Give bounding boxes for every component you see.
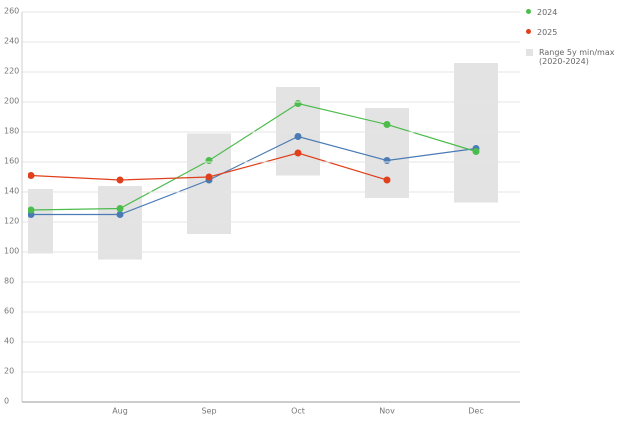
point	[383, 121, 391, 128]
point	[294, 133, 302, 140]
y-tick-label: 200	[4, 97, 19, 106]
legend-item[interactable]: Range 5y min/max (2020-2024)	[524, 48, 624, 66]
y-tick-label: 0	[4, 397, 9, 406]
legend-label: Range 5y min/max (2020-2024)	[539, 48, 615, 66]
legend-swatch	[526, 9, 531, 14]
point	[116, 211, 124, 218]
y-tick-label: 220	[4, 67, 19, 76]
legend: 2024 2025 Range 5y min/max (2020-2024)	[524, 8, 624, 77]
point	[383, 176, 391, 184]
point	[28, 172, 35, 179]
y-tick-label: 240	[4, 37, 19, 46]
y-tick-label: 40	[4, 337, 14, 346]
point	[294, 149, 302, 157]
legend-label: 2024	[537, 8, 558, 17]
legend-item[interactable]: 2024	[524, 8, 624, 17]
point	[294, 100, 302, 107]
point	[28, 206, 35, 214]
legend-label: 2025	[537, 28, 558, 37]
range-box	[28, 189, 53, 254]
point	[116, 176, 124, 184]
y-tick-label: 120	[4, 217, 19, 226]
y-tick-label: 160	[4, 157, 19, 166]
point	[116, 205, 124, 212]
legend-swatch	[526, 49, 533, 56]
x-tick-label: Aug	[112, 407, 128, 416]
legend-swatch	[526, 29, 531, 34]
legend-item[interactable]: 2025	[524, 28, 624, 37]
point	[205, 173, 213, 181]
y-tick-label: 180	[4, 127, 19, 136]
point	[472, 148, 480, 155]
x-tick-label: Sep	[201, 407, 216, 416]
range-box	[187, 133, 231, 234]
x-tick-label: Dec	[468, 407, 483, 416]
y-tick-label: 100	[4, 247, 19, 256]
range-box	[454, 63, 498, 203]
point	[205, 157, 213, 164]
point	[383, 157, 391, 164]
plot-area	[28, 63, 498, 260]
y-tick-label: 80	[4, 277, 14, 286]
series-line	[31, 135, 477, 216]
y-tick-label: 60	[4, 307, 14, 316]
y-tick-label: 260	[4, 7, 19, 16]
y-tick-label: 20	[4, 367, 14, 376]
series-line	[30, 102, 477, 211]
x-tick-label: Oct	[291, 407, 305, 416]
y-tick-label: 140	[4, 187, 19, 196]
range-box	[98, 186, 142, 260]
x-tick-label: Nov	[379, 407, 395, 416]
